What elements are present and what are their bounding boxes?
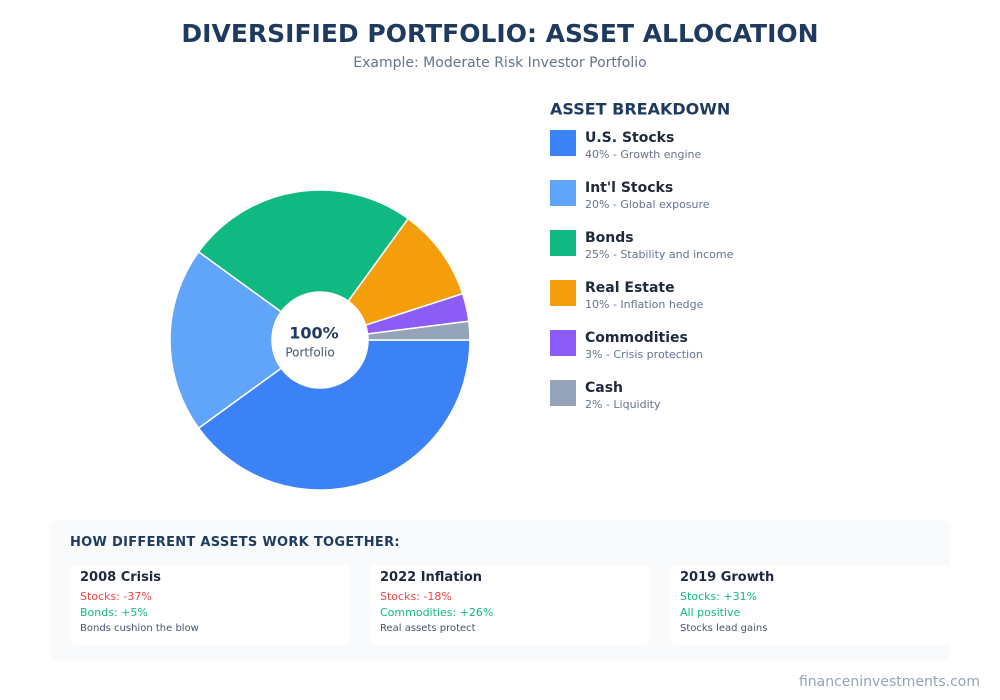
card-line: Stocks: +31% (680, 590, 758, 603)
chart: DIVERSIFIED PORTFOLIO: ASSET ALLOCATION … (169, 19, 819, 491)
legend-label: Real Estate (585, 280, 675, 296)
legend-description: 10% - Inflation hedge (585, 298, 704, 311)
card-note: Bonds cushion the blow (80, 623, 199, 634)
legend-swatch (550, 230, 576, 256)
panel-title: HOW DIFFERENT ASSETS WORK TOGETHER: (70, 535, 400, 550)
legend-title: ASSET BREAKDOWN (550, 100, 730, 119)
card-line: All positive (680, 606, 741, 619)
legend-swatch (550, 130, 576, 156)
legend-description: 40% - Growth engine (585, 148, 701, 161)
donut-hole (272, 292, 368, 388)
card-title: 2019 Growth (680, 570, 775, 585)
scenario-card: 2022 Inflation Stocks: -18% Commodities: +… (370, 565, 650, 645)
footer: financeninvestments.com (798, 674, 980, 690)
legend-swatch (550, 380, 576, 406)
center-sublabel: Portfolio (285, 346, 334, 360)
legend-label: Int'l Stocks (585, 180, 673, 196)
legend-swatch (550, 280, 576, 306)
card-line: Stocks: -37% (80, 590, 152, 603)
card-note: Stocks lead gains (680, 623, 768, 634)
scenario-card: 2019 Growth Stocks: +31% All positive Stock… (670, 565, 950, 645)
scenario-card: 2008 Crisis Stocks: -37% Bonds: +5% Bonds c… (70, 565, 350, 645)
legend-description: 2% - Liquidity (585, 398, 661, 411)
card-line: Commodities: +26% (380, 606, 494, 619)
legend-swatch (550, 330, 576, 356)
pie-slice (169, 250, 283, 430)
legend-description: 25% - Stability and income (585, 248, 734, 261)
panel: HOW DIFFERENT ASSETS WORK TOGETHER: 2008… (50, 520, 950, 660)
center-label: 100% (289, 324, 338, 343)
card-title: 2022 Inflation (380, 570, 483, 585)
legend-label: Commodities (585, 330, 688, 346)
chart-subtitle: Example: Moderate Risk Investor Portfoli… (353, 55, 646, 71)
legend-description: 20% - Global exposure (585, 198, 710, 211)
legend-swatch (550, 180, 576, 206)
card-note: Real assets protect (380, 623, 476, 634)
legend-label: Bonds (585, 230, 634, 246)
legend-label: U.S. Stocks (585, 130, 674, 146)
chart-title: DIVERSIFIED PORTFOLIO: ASSET ALLOCATION (181, 19, 818, 48)
card-line: Stocks: -18% (380, 590, 452, 603)
card-title: 2008 Crisis (80, 570, 162, 585)
legend-label: Cash (585, 380, 623, 396)
legend-description: 3% - Crisis protection (585, 348, 703, 361)
card-line: Bonds: +5% (80, 606, 148, 619)
